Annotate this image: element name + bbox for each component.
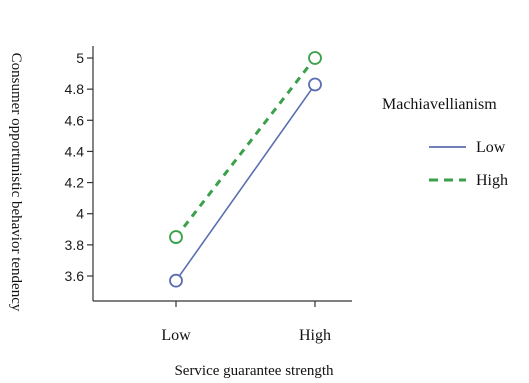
y-ticks: 3.6 3.8 4 4.2 4.4 4.6 4.8 5	[65, 50, 93, 284]
series-layer	[169, 51, 322, 288]
y-tick-label: 4.8	[65, 81, 85, 97]
y-tick-label: 3.8	[65, 237, 85, 253]
series-line-high	[174, 57, 317, 238]
legend-label-high: High	[476, 172, 508, 189]
x-tick-label: High	[299, 327, 331, 344]
series-line-low	[175, 84, 316, 282]
y-axis-title: Consumer opportunistic behavior tendency	[8, 53, 24, 312]
legend-entries: Low High	[429, 139, 508, 189]
data-point-low-high	[308, 77, 322, 92]
legend-title: Machiavellianism	[382, 96, 497, 113]
legend-label-low: Low	[476, 139, 506, 156]
y-tick-label: 3.6	[65, 268, 85, 284]
y-tick-label: 4.2	[65, 175, 85, 191]
x-ticks: Low High	[161, 301, 331, 344]
y-tick-label: 5	[76, 50, 84, 66]
x-axis-title: Service guarantee strength	[174, 363, 334, 379]
data-point-high-high	[308, 51, 322, 65]
y-tick-label: 4	[76, 206, 84, 222]
y-tick-label: 4.4	[65, 143, 85, 159]
legend: Machiavellianism Low High	[382, 96, 508, 189]
data-point-low-low	[169, 273, 183, 288]
y-tick-label: 4.6	[65, 112, 85, 128]
plot-axes	[92, 46, 352, 302]
data-point-high-low	[169, 230, 183, 244]
x-tick-label: Low	[161, 327, 191, 344]
